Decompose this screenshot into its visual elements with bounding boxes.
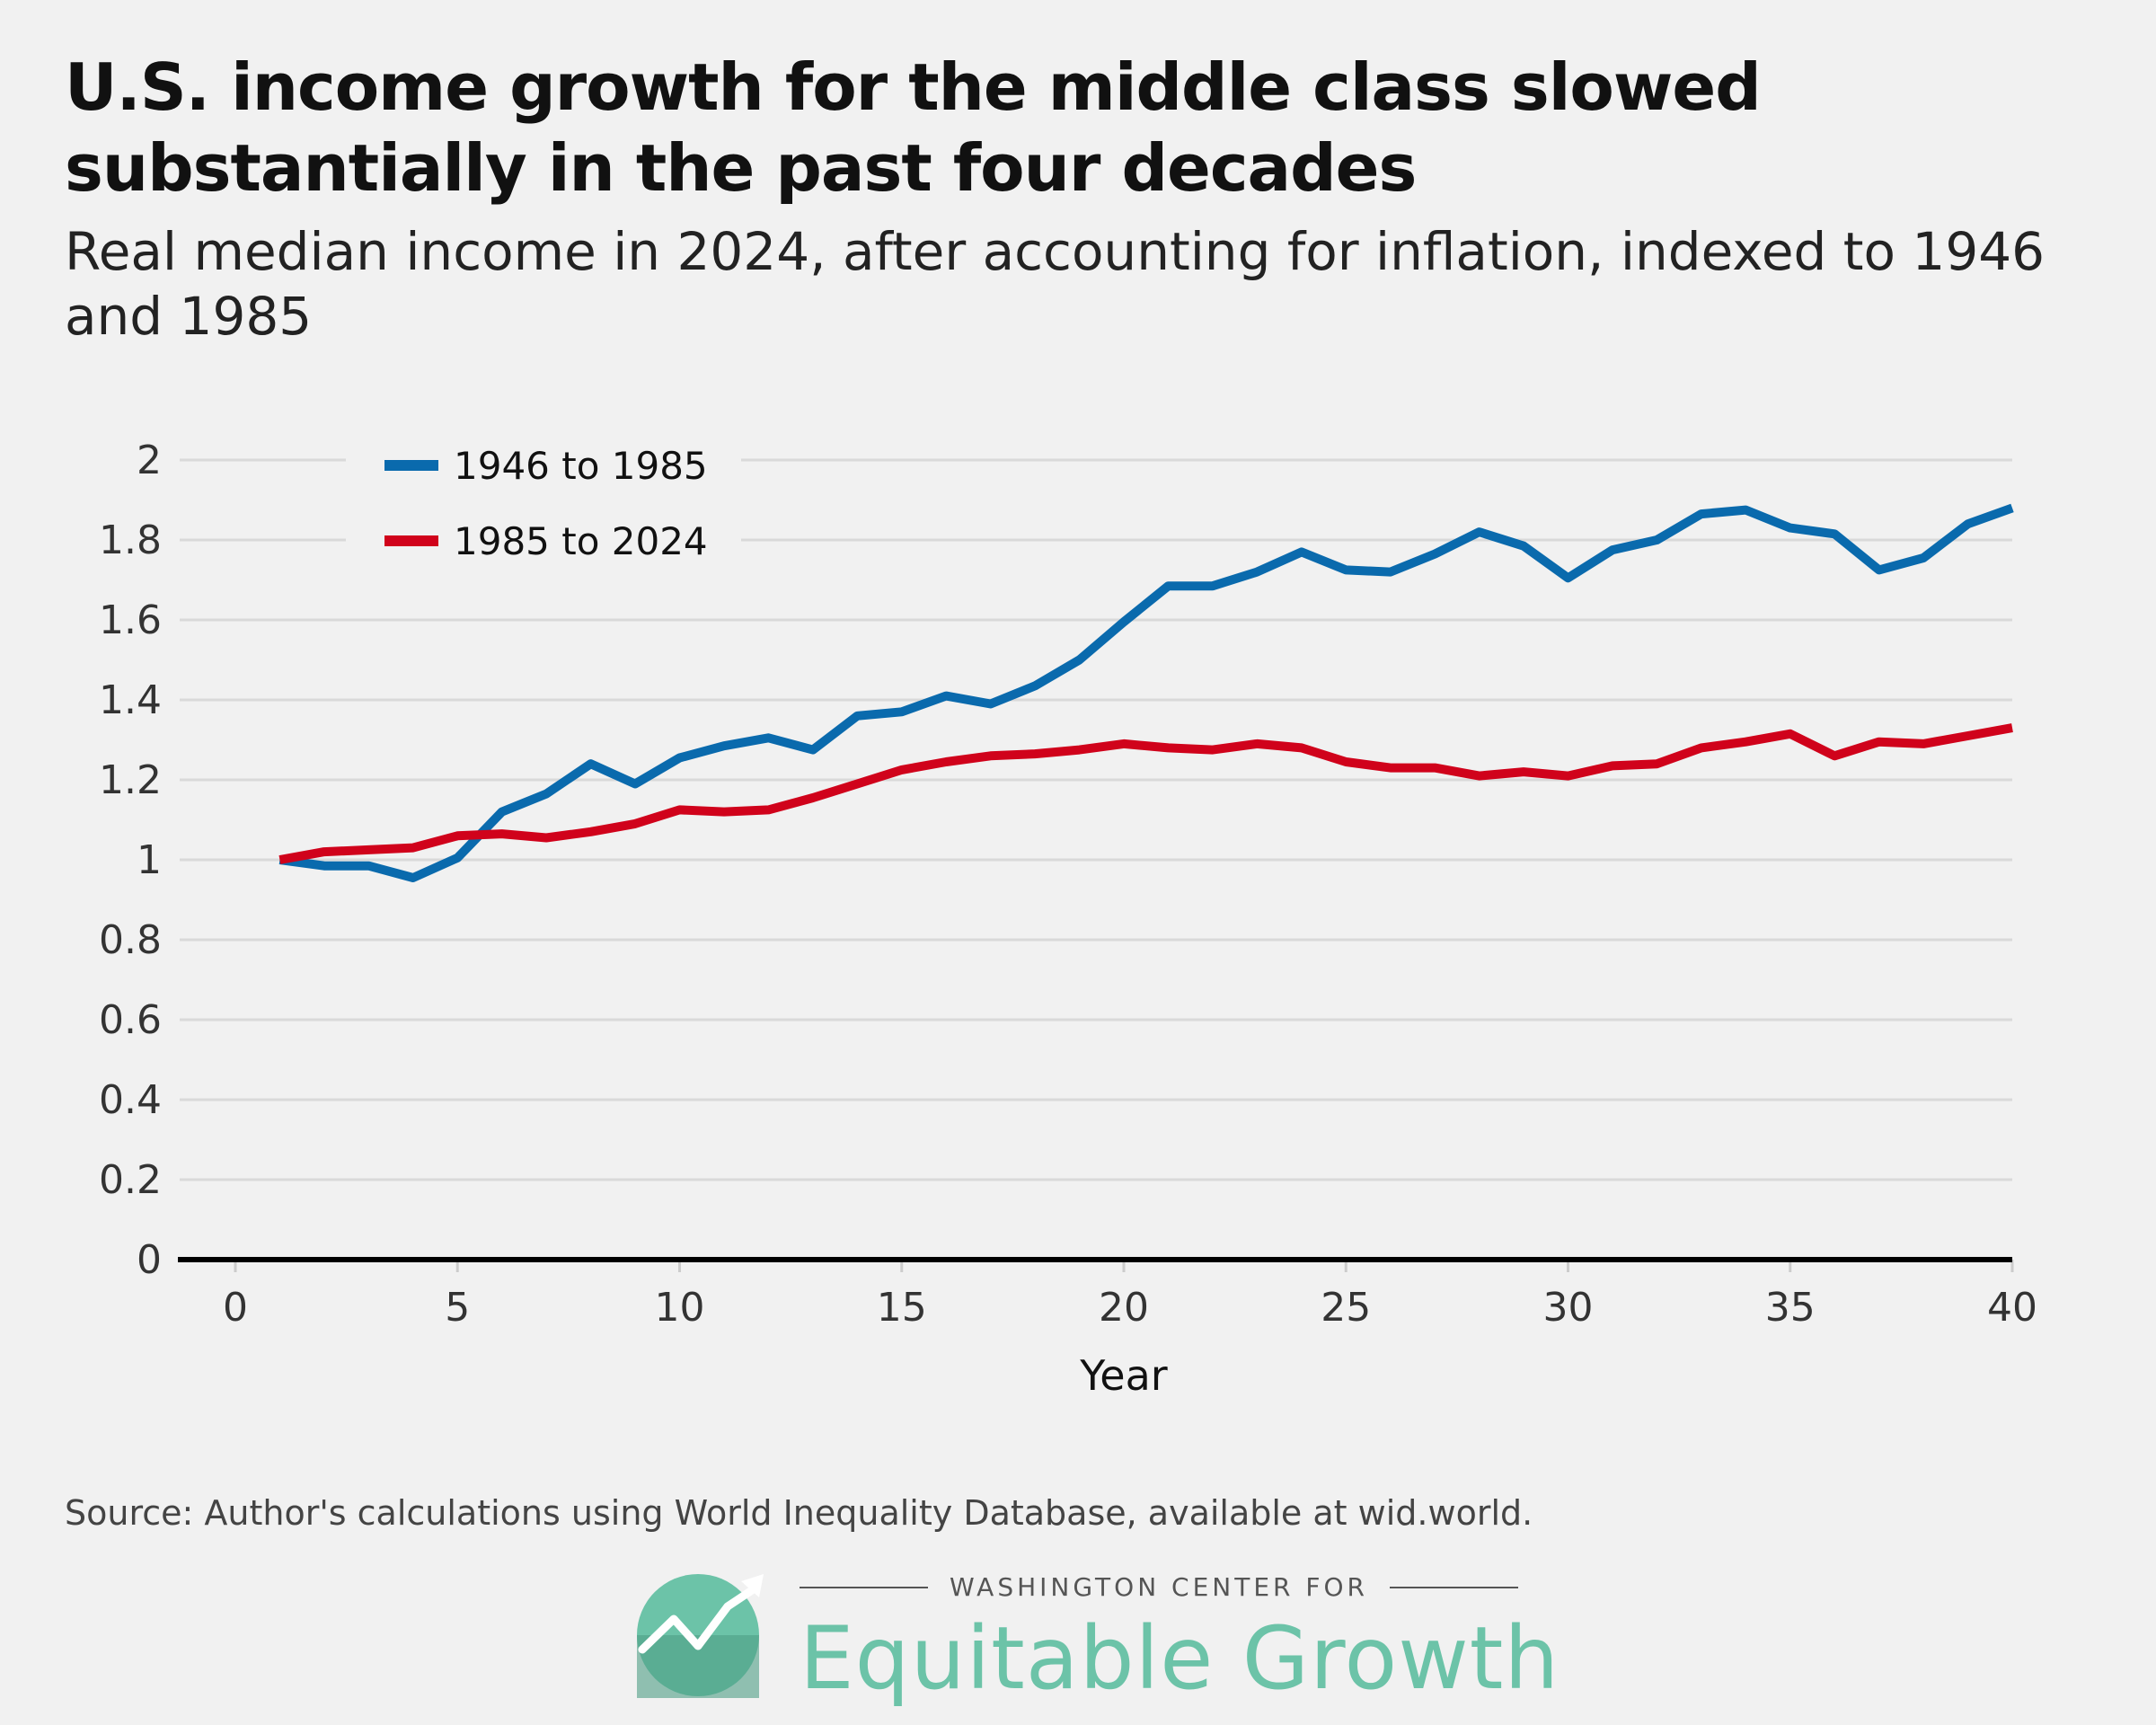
logo-top-text: WASHINGTON CENTER FOR <box>950 1572 1368 1602</box>
y-tick-label: 0.6 <box>99 997 162 1043</box>
y-tick-label: 1.4 <box>99 677 162 723</box>
y-tick-label: 1 <box>137 837 162 883</box>
x-axis-label: Year <box>1079 1351 1167 1400</box>
y-tick-labels: 0 0.2 0.4 0.6 0.8 1 1.2 1.4 1.6 1.8 2 <box>99 438 162 1283</box>
legend: 1946 to 1985 1985 to 2024 <box>346 431 741 566</box>
line-chart: 0 0.2 0.4 0.6 0.8 1 1.2 1.4 1.6 1.8 2 0 5 10 15 20 25 30… <box>99 431 2037 1400</box>
logo: WASHINGTON CENTER FOR Equitable Growth <box>633 1563 1559 1709</box>
x-tick-label: 35 <box>1765 1285 1816 1331</box>
x-tick-label: 0 <box>223 1285 248 1331</box>
x-tick-label: 25 <box>1321 1285 1371 1331</box>
y-tick-label: 0 <box>137 1237 162 1283</box>
series-lines <box>278 503 2014 882</box>
source-note: Source: Author's calculations using Worl… <box>65 1493 1533 1533</box>
series-line-1 <box>278 503 2014 882</box>
y-tick-label: 1.8 <box>99 518 162 563</box>
x-tick-label: 20 <box>1099 1285 1149 1331</box>
x-tick-label: 15 <box>877 1285 927 1331</box>
x-tick-label: 40 <box>1987 1285 2037 1331</box>
x-tick-label: 30 <box>1543 1285 1594 1331</box>
x-tick-label: 10 <box>655 1285 705 1331</box>
gridlines <box>180 458 2012 1181</box>
chart-title: U.S. income growth for the middle class … <box>65 49 1762 206</box>
logo-top-line: WASHINGTON CENTER FOR <box>800 1572 1518 1602</box>
y-tick-label: 1.6 <box>99 597 162 643</box>
legend-entry: 1946 to 1985 <box>454 444 708 488</box>
x-tick-label: 5 <box>445 1285 470 1331</box>
legend-entry: 1985 to 2024 <box>454 519 708 563</box>
y-tick-label: 0.8 <box>99 917 162 963</box>
series-line-2 <box>278 723 2013 864</box>
x-tick-labels: 0 5 10 15 20 25 30 35 40 <box>223 1260 2037 1331</box>
y-tick-label: 1.2 <box>99 757 162 803</box>
y-tick-label: 2 <box>137 438 162 483</box>
y-tick-label: 0.4 <box>99 1077 162 1123</box>
equitable-growth-logo-icon <box>637 1574 764 1698</box>
y-tick-label: 0.2 <box>99 1157 162 1203</box>
chart-subtitle: Real median income in 2024, after accoun… <box>65 221 2046 347</box>
logo-name: Equitable Growth <box>800 1608 1560 1709</box>
